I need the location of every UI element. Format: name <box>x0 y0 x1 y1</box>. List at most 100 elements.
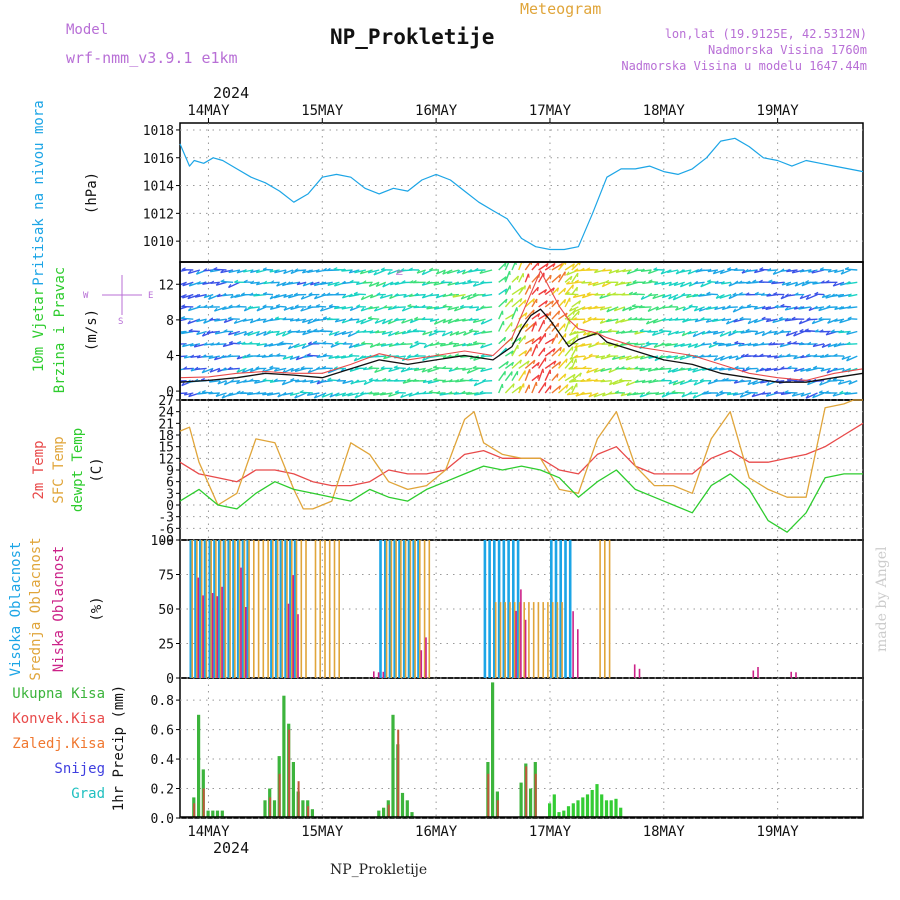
x-tick-bottom: 16MAY <box>415 824 458 840</box>
wind-arrow-head <box>526 360 530 365</box>
wind-arrow-head <box>714 280 719 284</box>
wind-arrow-head <box>580 267 585 271</box>
wind-arrow-head <box>798 341 803 346</box>
wind-arrow <box>294 392 307 399</box>
wind-units: (m/s) <box>84 309 100 351</box>
cloud-high-bar <box>402 540 406 678</box>
wind-arrow <box>180 306 181 307</box>
wind-arrow-head <box>537 313 541 318</box>
wind-arrow-head <box>573 354 578 358</box>
wind-arrow-head <box>819 267 824 271</box>
wind-arrow-head <box>724 377 729 381</box>
wind-arrow-head <box>625 382 630 386</box>
y-tick-label: 4 <box>166 349 174 364</box>
wind-arrow-head <box>263 331 267 336</box>
wind-arrow <box>814 293 825 296</box>
wind-arrow <box>557 263 566 271</box>
temp-units: (C) <box>89 457 105 482</box>
wind-arrow <box>537 272 545 283</box>
wind-arrow <box>538 332 547 345</box>
wind-arrow <box>498 276 507 283</box>
wind-arrow <box>460 293 473 300</box>
precip-legend-frozen: Zaledj.Kisa <box>12 736 105 752</box>
wind-arrow <box>256 269 267 274</box>
wind-arrow <box>511 344 519 357</box>
wind-arrow-head <box>732 292 737 296</box>
wind-arrow-head <box>588 306 592 310</box>
wind-arrow-head <box>598 329 603 333</box>
wind-arrow-head <box>625 356 630 361</box>
wind-arrow-head <box>725 320 730 325</box>
wind-arrow-head <box>383 305 388 309</box>
wind-arrow <box>466 343 479 347</box>
wind-arrow-head <box>307 320 311 324</box>
wind-arrow-head <box>752 381 756 385</box>
cloud-high-bar <box>379 540 382 678</box>
wind-arrow <box>739 380 752 383</box>
wind-arrow-head <box>322 267 327 272</box>
wind-arrow-head <box>214 318 218 322</box>
wind-arrow-head <box>586 291 591 295</box>
wind-arrow-head <box>615 269 620 273</box>
wind-arrow-head <box>846 281 850 285</box>
y-tick-label: 1018 <box>143 124 174 139</box>
wind-arrow-head <box>414 353 419 357</box>
wind-arrow-head <box>504 288 508 293</box>
wind-arrow <box>183 367 194 370</box>
wind-arrow-head <box>236 304 241 308</box>
wind-arrow-head <box>688 282 692 287</box>
wind-arrow-head <box>472 292 477 296</box>
wind-arrow <box>713 342 725 345</box>
wind-arrow <box>799 293 812 300</box>
wind-arrow-head <box>681 292 686 296</box>
wind-arrow-head <box>667 368 672 373</box>
wind-arrow-head <box>673 282 678 286</box>
wind-arrow-head <box>406 366 411 371</box>
wind-arrow-head <box>566 271 570 276</box>
wind-arrow-head <box>827 319 831 324</box>
wind-arrow-head <box>480 353 485 357</box>
wind-arrow-head <box>247 332 251 336</box>
wind-arrow-head <box>227 331 232 336</box>
wind-arrow-head <box>220 269 224 274</box>
wind-arrow-head <box>335 292 340 296</box>
wind-arrow <box>531 374 540 382</box>
wind-arrow-head <box>356 304 361 308</box>
wind-arrow-head <box>182 282 186 287</box>
wind-arrow <box>786 269 798 273</box>
wind-arrow <box>401 318 413 324</box>
wind-arrow-head <box>276 353 281 356</box>
wind-arrow-head <box>294 394 298 399</box>
wind-arrow-head <box>209 317 214 321</box>
wind-arrow-head <box>615 390 620 394</box>
wind-arrow-head <box>632 279 637 283</box>
wind-arrow <box>498 263 507 271</box>
wind-arrow <box>619 281 632 285</box>
wind-arrow-head <box>695 268 700 273</box>
wind-arrow <box>667 269 679 274</box>
cloud-mid-bar <box>385 540 388 678</box>
wind-arrow-head <box>700 342 705 346</box>
wind-arrow-head <box>727 267 732 270</box>
wind-arrow-head <box>376 292 381 296</box>
wind-arrow-head <box>704 390 709 394</box>
wind-arrow-head <box>313 394 318 399</box>
wind-arrow-head <box>518 386 522 391</box>
wind-arrow-head <box>698 293 702 297</box>
wind-arrow <box>481 330 493 334</box>
wind-arrow-head <box>732 308 737 313</box>
cloud-mid-bar <box>291 540 293 678</box>
wind-arrow-head <box>394 390 399 393</box>
wind-arrow-head <box>294 268 299 272</box>
y-tick-label: 24 <box>158 406 174 421</box>
wind-arrow-head <box>433 306 438 310</box>
wind-arrow-head <box>306 328 311 332</box>
wind-arrow <box>531 344 538 357</box>
wind-arrow-head <box>799 295 804 299</box>
x-tick-top: 19MAY <box>757 103 800 119</box>
wind-arrow-head <box>481 293 486 297</box>
wind-arrow-head <box>249 319 254 324</box>
wind-arrow <box>754 318 765 324</box>
wind-arrow-head <box>195 270 200 275</box>
wind-arrow <box>354 269 367 274</box>
